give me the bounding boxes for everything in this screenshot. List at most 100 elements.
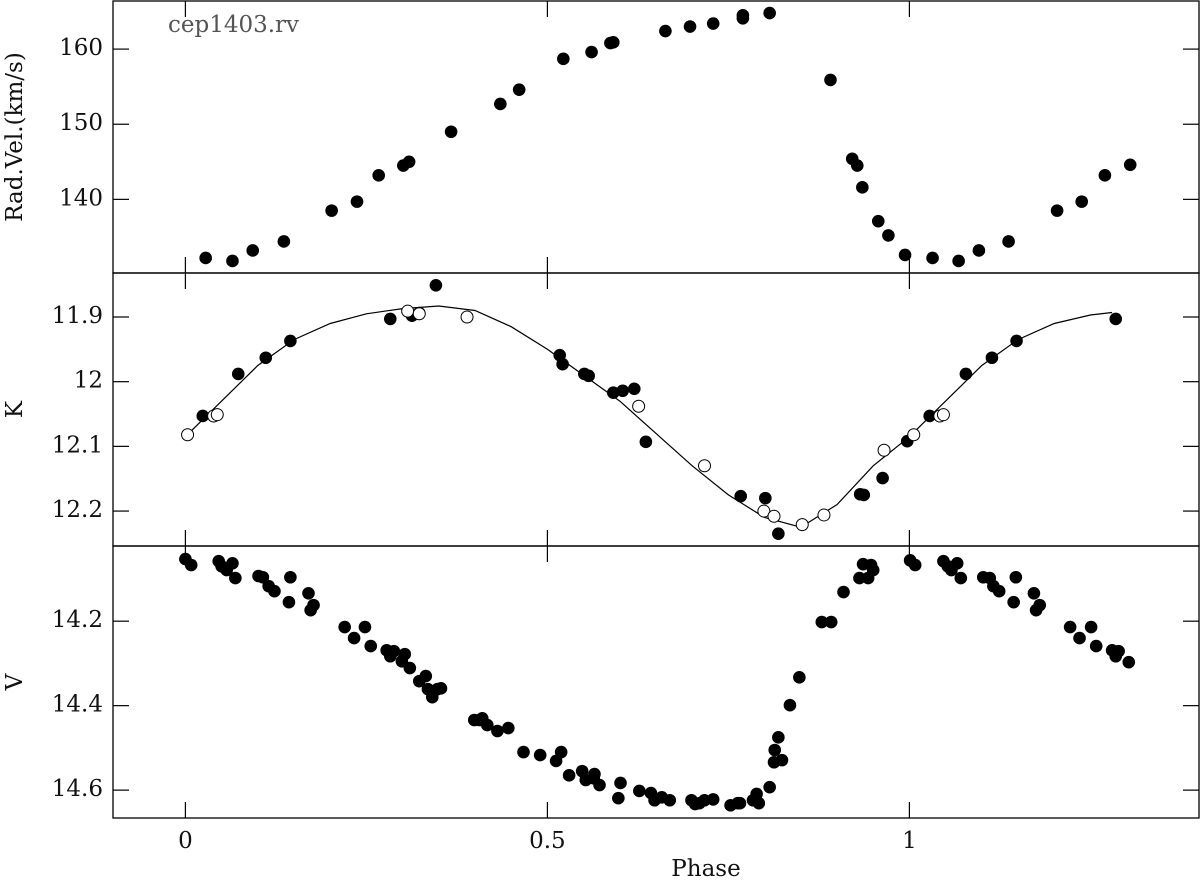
point [985, 351, 999, 365]
open-point [698, 459, 712, 473]
point [494, 97, 507, 111]
point [837, 585, 850, 599]
point [398, 647, 412, 661]
point [1109, 312, 1123, 326]
point [871, 214, 885, 228]
point [866, 563, 880, 577]
point [1009, 570, 1023, 584]
panel-frame [112, 272, 1200, 547]
point [512, 83, 526, 96]
point [358, 620, 372, 634]
point [402, 155, 416, 169]
point [612, 791, 625, 805]
y-tick-label: 14.4 [52, 692, 103, 718]
point [850, 159, 864, 172]
point [663, 793, 677, 807]
point [284, 334, 297, 348]
x-tick-label: 1 [902, 828, 917, 854]
y-axis-label: V [2, 673, 28, 691]
open-point [936, 408, 950, 422]
point [734, 489, 748, 503]
point [1073, 631, 1086, 645]
point [1063, 620, 1077, 634]
point [853, 571, 866, 585]
point [1050, 204, 1064, 217]
point [1089, 639, 1103, 653]
point [593, 778, 606, 792]
y-axis-label: Rad.Vel.(km/s) [2, 52, 28, 222]
point [1033, 598, 1047, 612]
panel-frame [112, 0, 1200, 274]
point [882, 229, 895, 242]
point [226, 557, 239, 570]
point [364, 639, 378, 653]
point [606, 36, 620, 49]
point [588, 767, 601, 781]
point [557, 52, 570, 66]
point [582, 369, 595, 383]
point [229, 571, 242, 585]
point [184, 558, 198, 572]
open-point [817, 508, 831, 522]
point [736, 8, 750, 22]
open-point [877, 443, 891, 457]
point [444, 125, 458, 139]
point [502, 721, 515, 735]
open-point [907, 428, 921, 442]
point [387, 644, 401, 658]
point [775, 753, 789, 767]
point [246, 244, 260, 257]
point [824, 615, 838, 629]
y-tick-label: 12.2 [52, 497, 103, 523]
point [783, 698, 797, 712]
point [959, 367, 973, 381]
point [824, 73, 837, 87]
point [259, 351, 273, 365]
point [533, 748, 547, 762]
point [277, 235, 291, 248]
point [284, 570, 297, 584]
point [683, 20, 697, 33]
point [481, 718, 494, 732]
y-tick-label: 11.9 [52, 303, 103, 329]
point [256, 570, 270, 584]
point [857, 488, 871, 502]
point [1112, 644, 1125, 658]
point [992, 584, 1006, 598]
point [350, 195, 364, 208]
y-tick-label: 150 [59, 110, 103, 136]
point [763, 780, 776, 794]
point [926, 251, 939, 265]
open-point [181, 428, 195, 442]
point [606, 386, 620, 399]
point [627, 382, 641, 396]
point [763, 6, 776, 20]
x-tick-label: 0 [178, 828, 193, 854]
point [1075, 195, 1089, 208]
point [659, 24, 672, 38]
open-point [412, 307, 426, 321]
panel-frame [112, 545, 1200, 819]
x-axis-label: Phase [671, 856, 740, 881]
point [772, 731, 785, 744]
point [196, 409, 210, 423]
y-tick-label: 12 [74, 368, 103, 394]
open-point [460, 310, 474, 324]
point [434, 682, 448, 695]
x-tick-label: 0.5 [529, 828, 566, 854]
point [793, 671, 806, 684]
annotation: cep1403.rv [168, 12, 299, 38]
open-point [767, 509, 781, 523]
point [383, 312, 397, 326]
point [231, 367, 245, 381]
point [1007, 595, 1020, 609]
y-tick-label: 14.6 [52, 776, 103, 802]
y-tick-label: 140 [59, 185, 103, 211]
point [1084, 620, 1098, 634]
point [856, 181, 869, 194]
point [923, 409, 936, 423]
point [1027, 587, 1041, 600]
point [759, 491, 772, 505]
point [908, 558, 922, 572]
